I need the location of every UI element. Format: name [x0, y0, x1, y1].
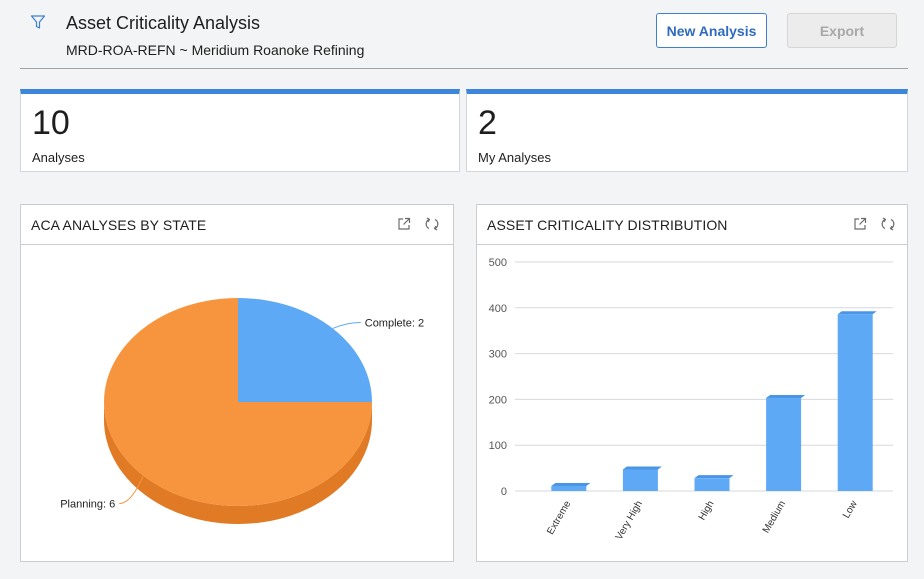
pie-label-planning: Planning: 6 — [60, 499, 115, 511]
refresh-icon[interactable] — [424, 216, 440, 232]
x-tick-label: Medium — [761, 499, 788, 535]
pie-slice-planning — [104, 298, 372, 506]
page-title: Asset Criticality Analysis — [66, 13, 261, 33]
analyses-by-state-panel: ACA ANALYSES BY STATE Complete: 2 Plannin… — [20, 204, 454, 562]
site-subtitle: MRD-ROA-REFN ~ Meridium Roanoke Refining — [66, 42, 365, 58]
bar-top — [766, 395, 806, 399]
y-tick-label: 0 — [501, 486, 507, 498]
analyses-label: Analyses — [32, 150, 85, 165]
my-analyses-count: 2 — [478, 104, 497, 142]
my-analyses-kpi-card[interactable]: 2 My Analyses — [466, 89, 908, 172]
analyses-kpi-card[interactable]: 10 Analyses — [20, 89, 460, 172]
pie-leader-line — [119, 475, 144, 505]
bar-top — [622, 466, 662, 470]
bar-low — [837, 314, 873, 491]
bar-extreme — [551, 486, 587, 491]
x-tick-label: Extreme — [545, 499, 573, 537]
panel-header: ACA ANALYSES BY STATE — [21, 205, 453, 245]
y-tick-label: 400 — [489, 303, 507, 315]
new-analysis-button[interactable]: New Analysis — [656, 13, 767, 48]
bar-top — [837, 311, 877, 315]
x-tick-label: Very High — [614, 499, 645, 542]
open-external-icon[interactable] — [396, 216, 412, 232]
bar-medium — [766, 398, 802, 491]
criticality-distribution-panel: ASSET CRITICALITY DISTRIBUTION 0 100 200 30… — [476, 204, 908, 562]
state-pie-chart: Complete: 2 Planning: 6 — [60, 298, 424, 524]
y-tick-label: 200 — [489, 394, 507, 406]
panel-title: ACA ANALYSES BY STATE — [31, 217, 207, 233]
export-button[interactable]: Export — [787, 13, 897, 48]
my-analyses-label: My Analyses — [478, 150, 551, 165]
y-tick-label: 500 — [489, 257, 507, 269]
filter-icon[interactable] — [30, 14, 46, 30]
open-external-icon[interactable] — [852, 216, 868, 232]
bar-very-high — [622, 469, 658, 491]
bar-top — [551, 483, 591, 486]
panel-title: ASSET CRITICALITY DISTRIBUTION — [487, 217, 728, 233]
pie-leader-line — [332, 321, 361, 329]
analyses-count: 10 — [32, 104, 70, 142]
bar-high — [694, 478, 730, 491]
x-tick-label: High — [697, 499, 717, 522]
pie-label-complete: Complete: 2 — [365, 317, 424, 329]
bar-top — [694, 475, 734, 479]
panel-header: ASSET CRITICALITY DISTRIBUTION — [477, 205, 907, 245]
pie-depth-planning — [104, 402, 372, 524]
y-tick-label: 100 — [489, 440, 507, 452]
criticality-bar-chart: 0 100 200 300 400 500 Extreme Very High High Medi… — [489, 257, 893, 542]
page-header: Asset Criticality Analysis MRD-ROA-REFN … — [20, 0, 908, 69]
x-tick-label: Low — [841, 498, 860, 520]
refresh-icon[interactable] — [880, 216, 896, 232]
y-tick-label: 300 — [489, 349, 507, 361]
pie-slice-complete — [238, 298, 372, 402]
